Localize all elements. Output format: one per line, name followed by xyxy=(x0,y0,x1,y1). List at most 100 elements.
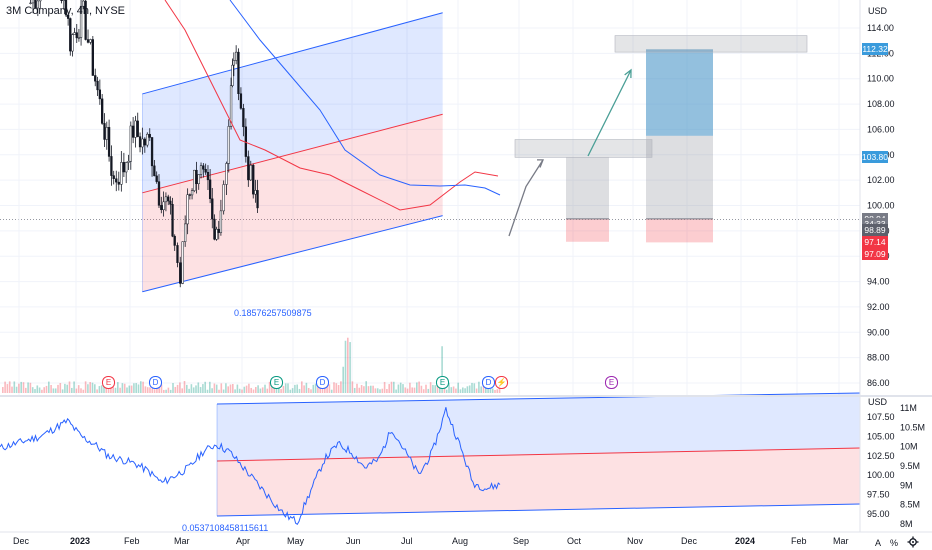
indicator-channel-lower[interactable] xyxy=(216,503,861,517)
volume-bar xyxy=(225,383,227,393)
volume-bar xyxy=(328,384,331,393)
indicator-channel-lower-fill xyxy=(217,448,860,516)
event-marker-earnings-icon[interactable]: E xyxy=(270,376,283,389)
time-tick-label: Aug xyxy=(452,536,468,546)
event-marker-earnings-icon[interactable]: E xyxy=(102,376,115,389)
volume-bar xyxy=(402,384,404,393)
price-tick-label: 88.00 xyxy=(867,353,890,363)
auto-scale-button[interactable]: A xyxy=(875,538,882,548)
volume-bar xyxy=(243,386,246,393)
volume-bar xyxy=(57,384,59,393)
volume-bar xyxy=(317,384,319,393)
volume-bar xyxy=(61,389,64,393)
volume-bar xyxy=(475,388,478,393)
projection-path-1[interactable] xyxy=(508,159,544,237)
volume-bar xyxy=(167,387,170,393)
symbol-title[interactable]: 3M Company, 4h, NYSE xyxy=(6,5,126,17)
volume-bar xyxy=(409,382,411,393)
time-tick-label: May xyxy=(287,536,305,546)
indicator-line[interactable] xyxy=(0,407,501,526)
event-marker-earnings-icon[interactable]: E xyxy=(436,376,449,389)
event-marker-dividend-icon[interactable]: D xyxy=(482,376,495,389)
candle-body xyxy=(242,108,245,128)
event-marker-earnings-icon[interactable]: E xyxy=(605,376,618,389)
volume-bar xyxy=(432,384,434,393)
price-pane[interactable] xyxy=(29,0,808,293)
channel-lower-line[interactable] xyxy=(142,215,443,293)
volume-bar xyxy=(275,385,278,393)
volume-bar xyxy=(358,387,361,393)
volume-bar xyxy=(192,387,195,393)
volume-bar xyxy=(4,381,6,393)
volume-axis-currency[interactable]: USD xyxy=(868,397,888,407)
event-marker-split-icon[interactable]: ⚡ xyxy=(495,376,508,389)
channel-upper-line[interactable] xyxy=(142,12,443,95)
volume-bar xyxy=(434,385,436,393)
indicator-channel-mid[interactable] xyxy=(216,447,861,462)
price-axis-currency[interactable]: USD xyxy=(868,6,888,16)
price-label-pill: 97.14 xyxy=(862,235,888,248)
volume-bar xyxy=(280,389,282,393)
channel-mid-line[interactable] xyxy=(142,113,443,194)
volume-bar xyxy=(211,388,213,393)
gear-icon[interactable] xyxy=(907,536,919,550)
volume-bar xyxy=(248,383,250,393)
volume-bar xyxy=(478,381,480,393)
volume-bar xyxy=(383,381,386,393)
volume-tick-label: 9.5M xyxy=(900,461,920,471)
volume-bar xyxy=(268,381,271,393)
volume-bar xyxy=(181,388,183,393)
volume-bar xyxy=(395,389,397,393)
candle-body xyxy=(122,162,126,173)
indicator-tick-label: 95.00 xyxy=(867,509,890,519)
indicator-channel-upper[interactable] xyxy=(216,392,861,405)
indicator-tick-label: 97.50 xyxy=(867,490,890,500)
volume-bar xyxy=(491,388,494,393)
volume-bar xyxy=(25,387,27,393)
candle-body xyxy=(186,194,189,225)
volume-bar xyxy=(94,384,96,393)
price-tick-label: 90.00 xyxy=(867,327,890,337)
volume-bar xyxy=(489,388,492,393)
volume-bar xyxy=(123,383,126,393)
volume-bar xyxy=(232,384,234,393)
candle-body xyxy=(79,5,83,38)
price-label-pill: 98.89 xyxy=(862,224,888,237)
volume-bar xyxy=(27,382,29,393)
time-tick-label: Jul xyxy=(401,536,413,546)
candle-body xyxy=(136,120,139,137)
volume-bar xyxy=(388,384,390,393)
projection-arrow-2[interactable] xyxy=(587,69,632,157)
moving-average-blue[interactable] xyxy=(229,0,501,196)
volume-bar xyxy=(305,382,308,393)
time-tick-label: Mar xyxy=(833,536,849,546)
volume-bar xyxy=(307,387,310,393)
long-position-2-stop-zone xyxy=(646,218,713,243)
volume-bar xyxy=(91,382,94,393)
volume-bar xyxy=(59,383,62,393)
candle-body xyxy=(103,123,106,140)
volume-tick-label: 11M xyxy=(900,403,917,413)
target-box-2[interactable] xyxy=(614,35,808,53)
indicator-tick-label: 102.50 xyxy=(867,451,895,461)
volume-bar xyxy=(22,382,25,393)
volume-bar xyxy=(312,384,315,393)
candle-body xyxy=(94,75,97,82)
candle-body xyxy=(115,178,118,183)
candle-body xyxy=(237,51,240,94)
event-marker-dividend-icon[interactable]: D xyxy=(316,376,329,389)
indicator-pane[interactable] xyxy=(0,392,861,526)
candle-body xyxy=(91,39,94,76)
candle-body xyxy=(101,98,104,124)
time-tick-label: Oct xyxy=(567,536,582,546)
event-marker-dividend-icon[interactable]: D xyxy=(149,376,162,389)
candle-body xyxy=(202,165,205,170)
long-position-2-profit xyxy=(646,49,713,136)
target-box-1[interactable] xyxy=(514,139,653,158)
log-scale-button[interactable]: % xyxy=(890,538,899,548)
candle-body xyxy=(29,2,32,4)
volume-bar xyxy=(43,387,45,393)
volume-bar xyxy=(296,384,298,393)
volume-bar xyxy=(278,386,280,393)
